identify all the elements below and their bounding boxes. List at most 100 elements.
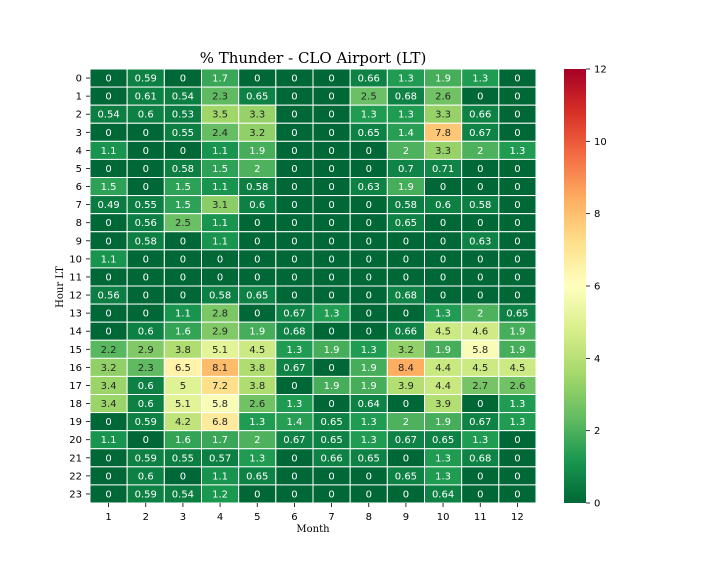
cell-value-label: 0.67 <box>395 435 417 446</box>
x-tick-label: 7 <box>328 512 334 523</box>
cell-value-label: 0 <box>328 236 334 247</box>
cell-value-label: 3.9 <box>398 381 414 392</box>
cell-value-label: 3.8 <box>249 381 265 392</box>
cell-value-label: 0 <box>143 435 149 446</box>
cell-value-label: 0 <box>477 182 483 193</box>
cell-value-label: 4.2 <box>175 417 191 428</box>
cell-value-label: 0 <box>366 236 372 247</box>
y-axis-label: Hour LT <box>55 266 66 308</box>
cell-value-label: 0.59 <box>135 74 157 85</box>
cell-value-label: 0.55 <box>135 200 157 211</box>
x-tick-label: 9 <box>403 512 409 523</box>
cell-value-label: 0 <box>514 453 520 464</box>
cell-value-label: 0.65 <box>358 128 380 139</box>
cell-value-label: 0.49 <box>97 200 119 211</box>
cell-value-label: 1.5 <box>175 200 191 211</box>
cell-value-label: 0.68 <box>395 291 417 302</box>
cell-value-label: 0.59 <box>135 453 157 464</box>
y-tick-label: 22 <box>69 471 82 482</box>
y-tick-label: 19 <box>69 417 82 428</box>
cell-value-label: 1.1 <box>212 236 228 247</box>
cell-value-label: 1.4 <box>286 417 302 428</box>
cell-value-label: 5.1 <box>212 345 228 356</box>
colorbar-tick-label: 0 <box>594 499 600 510</box>
cell-value-label: 0.67 <box>283 435 305 446</box>
cell-value-label: 0 <box>143 254 149 265</box>
cell-value-label: 0 <box>328 200 334 211</box>
cell-value-label: 0.66 <box>320 453 342 464</box>
cell-value-label: 0.66 <box>358 74 380 85</box>
cell-value-label: 0 <box>514 218 520 229</box>
cell-value-label: 0.65 <box>246 92 268 103</box>
x-tick-label: 6 <box>291 512 297 523</box>
cell-value-label: 5.1 <box>175 399 191 410</box>
x-tick-label: 11 <box>474 512 487 523</box>
cell-value-label: 0.65 <box>506 309 528 320</box>
colorbar-gradient <box>564 69 586 503</box>
cell-value-label: 0 <box>291 236 297 247</box>
cell-value-label: 2 <box>403 146 409 157</box>
cell-value-label: 0 <box>291 471 297 482</box>
cell-value-label: 0 <box>180 471 186 482</box>
cell-value-label: 0 <box>328 92 334 103</box>
cell-value-label: 0 <box>291 146 297 157</box>
cell-value-label: 3.1 <box>212 200 228 211</box>
y-tick-label: 17 <box>69 381 82 392</box>
cell-value-label: 0 <box>514 471 520 482</box>
cell-value-label: 2.4 <box>212 128 228 139</box>
cell-value-label: 0 <box>180 272 186 283</box>
cell-value-label: 0.53 <box>172 110 194 121</box>
cell-value-label: 0.57 <box>209 453 231 464</box>
cell-value-label: 1.7 <box>212 74 228 85</box>
cell-value-label: 1.3 <box>509 399 525 410</box>
cell-value-label: 0 <box>514 272 520 283</box>
cell-value-label: 0 <box>105 417 111 428</box>
y-tick-label: 11 <box>69 272 82 283</box>
cell-value-label: 0.65 <box>246 471 268 482</box>
cell-value-label: 0.65 <box>395 471 417 482</box>
cell-value-label: 0 <box>180 146 186 157</box>
cell-value-label: 0 <box>328 74 334 85</box>
cell-value-label: 0 <box>366 489 372 500</box>
colorbar-tick-label: 10 <box>594 137 607 148</box>
cell-value-label: 0 <box>291 453 297 464</box>
cell-value-label: 0.7 <box>398 164 414 175</box>
cell-value-label: 1.1 <box>101 254 117 265</box>
cell-value-label: 0 <box>440 182 446 193</box>
x-tick-label: 4 <box>217 512 223 523</box>
cell-value-label: 1.3 <box>361 345 377 356</box>
cell-value-label: 3.4 <box>101 399 117 410</box>
y-tick-label: 3 <box>76 128 82 139</box>
cell-value-label: 6.5 <box>175 363 191 374</box>
cell-value-label: 0.54 <box>172 489 194 500</box>
cell-value-label: 1.3 <box>361 435 377 446</box>
cell-value-label: 1.9 <box>509 327 525 338</box>
cell-value-label: 3.9 <box>435 399 451 410</box>
cell-value-label: 0 <box>217 272 223 283</box>
cell-value-label: 0 <box>403 489 409 500</box>
cell-value-label: 0 <box>514 291 520 302</box>
cell-value-label: 0 <box>440 236 446 247</box>
colorbar-tick-label: 8 <box>594 209 600 220</box>
cell-value-label: 0.55 <box>172 453 194 464</box>
cell-value-label: 1.5 <box>101 182 117 193</box>
cell-value-label: 1.3 <box>509 417 525 428</box>
cell-value-label: 2.3 <box>212 92 228 103</box>
cell-value-label: 0.68 <box>469 453 491 464</box>
cell-value-label: 2 <box>254 164 260 175</box>
cell-value-label: 0 <box>366 327 372 338</box>
y-tick-label: 1 <box>76 92 82 103</box>
y-tick-label: 20 <box>69 435 82 446</box>
cell-value-label: 0 <box>328 128 334 139</box>
cell-value-label: 0 <box>328 363 334 374</box>
cell-value-label: 0.58 <box>172 164 194 175</box>
cell-value-label: 4.5 <box>509 363 525 374</box>
cell-value-label: 0 <box>366 309 372 320</box>
y-tick-label: 10 <box>69 254 82 265</box>
cell-value-label: 1.9 <box>361 363 377 374</box>
cell-value-label: 4.4 <box>435 363 451 374</box>
cell-value-label: 0 <box>143 182 149 193</box>
cell-value-label: 0 <box>291 92 297 103</box>
cell-value-label: 1.1 <box>101 435 117 446</box>
cell-value-label: 0 <box>105 489 111 500</box>
